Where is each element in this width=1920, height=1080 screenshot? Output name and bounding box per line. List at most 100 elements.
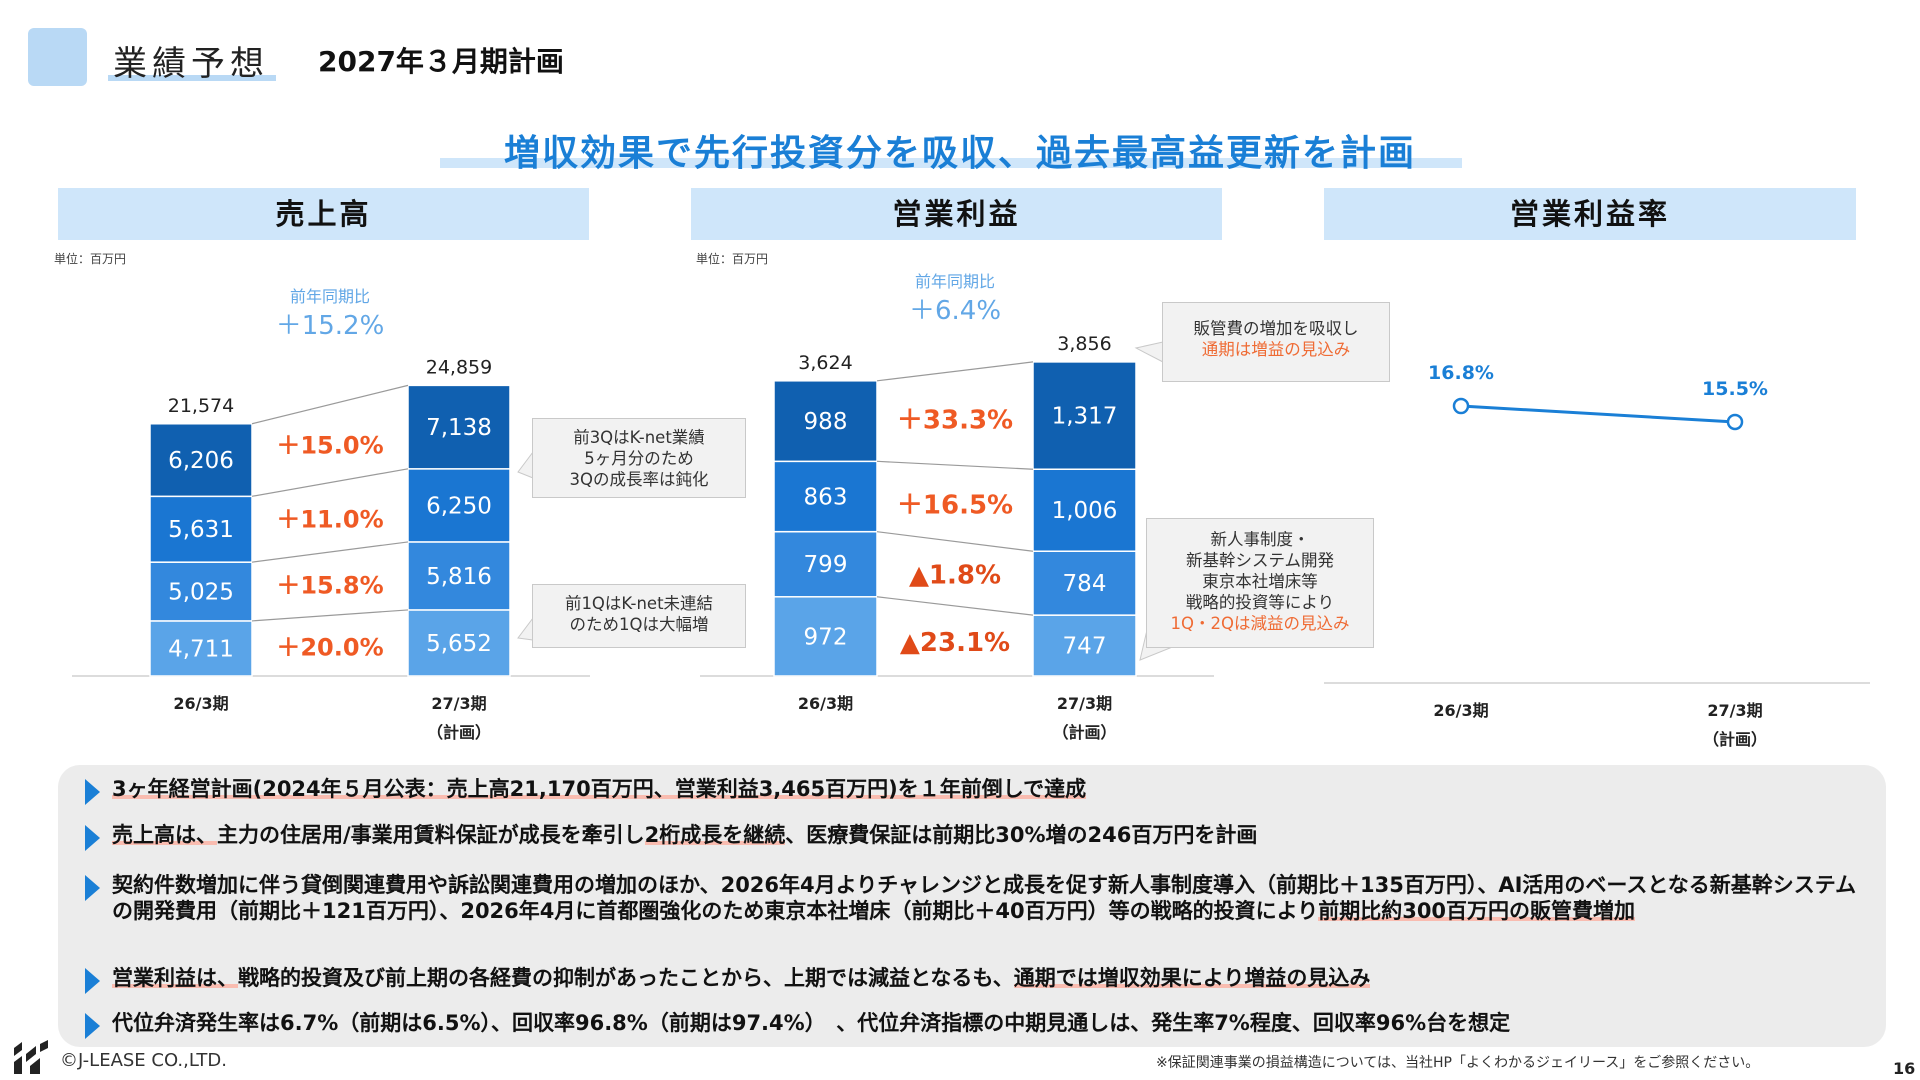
sales-bar-26/3期-3Q bbox=[149, 495, 253, 563]
bullet-item: 契約件数増加に伴う貸倒関連費用や訴訟関連費用の増加のほか、2026年4月よりチャ… bbox=[85, 872, 1875, 924]
section-title: 業績予想 bbox=[113, 44, 269, 84]
sales-bar-label: 5,631 bbox=[168, 517, 234, 543]
bullet-text-highlight: 2桁成長を継続 bbox=[644, 823, 786, 847]
op-bar-label: 1,317 bbox=[1052, 404, 1118, 430]
op-category-sublabel: （計画） bbox=[1052, 723, 1116, 742]
op-note-full-year: 販管費の増加を吸収し 通期は増益の見込み bbox=[1162, 302, 1390, 382]
bullet-text-highlight: 売上高は、 bbox=[112, 823, 217, 847]
note-line: 前1QはK-net未連結 bbox=[564, 594, 714, 613]
sales-bar-27/3期-3Q bbox=[407, 468, 511, 543]
op-bar-26/3期-2Q bbox=[773, 530, 878, 598]
bullet-text-segment: 代位弁済発生率は6.7%（前期は6.5%）、回収率96.8%（前期は97.4%）… bbox=[112, 1011, 1511, 1035]
note-line: 5ヶ月分のため bbox=[584, 449, 694, 468]
op-bar-label: 1,006 bbox=[1052, 498, 1118, 524]
bullet-text: 営業利益は、戦略的投資及び前上期の各経費の抑制があったことから、上期では減益とな… bbox=[112, 965, 1875, 991]
op-bar-label: 863 bbox=[804, 484, 848, 510]
bullet-text: 契約件数増加に伴う貸倒関連費用や訴訟関連費用の増加のほか、2026年4月よりチャ… bbox=[112, 872, 1875, 924]
sales-connector bbox=[251, 541, 409, 563]
note-line: 東京本社増床等 bbox=[1202, 572, 1318, 591]
footer-note: ※保証関連事業の損益構造については、当社HP「よくわかるジェイリース」をご参照く… bbox=[1156, 1055, 1760, 1071]
panel-head-sales: 売上高 bbox=[58, 188, 589, 240]
sales-connector bbox=[251, 384, 409, 425]
op-bar-27/3期-4Q bbox=[1032, 361, 1137, 470]
bullet-item: 代位弁済発生率は6.7%（前期は6.5%）、回収率96.8%（前期は97.4%）… bbox=[85, 1010, 1875, 1039]
op-change-label: ▲1.8% bbox=[909, 561, 1001, 591]
note-line: 新基幹システム開発 bbox=[1185, 551, 1334, 570]
op-note-investment: 新人事制度・ 新基幹システム開発 東京本社増床等 戦略的投資等により 1Q・2Q… bbox=[1146, 518, 1374, 648]
sales-bar-26/3期-2Q bbox=[149, 561, 253, 622]
bullet-item: 売上高は、主力の住居用/事業用賃料保証が成長を牽引し2桁成長を継続、医療費保証は… bbox=[85, 822, 1875, 851]
sales-bar-27/3期-4Q bbox=[407, 384, 511, 470]
op-change-label: ▲23.1% bbox=[900, 628, 1010, 658]
page-number: 16 bbox=[1893, 1059, 1916, 1078]
sales-bar-27/3期-2Q bbox=[407, 541, 511, 611]
bullet-text-segment: 主力の住居用/事業用賃料保証が成長を牽引し bbox=[217, 823, 645, 847]
sales-change-label: ＋11.0% bbox=[276, 505, 383, 533]
op-bar-label: 799 bbox=[804, 552, 848, 578]
op-bar-27/3期-2Q bbox=[1032, 550, 1137, 616]
note-line: 販管費の増加を吸収し bbox=[1193, 319, 1359, 338]
note-line: 3Qの成長率は鈍化 bbox=[569, 470, 709, 489]
bullet-text-highlight: 3ヶ年経営計画(2024年５月公表：売上高21,170百万円、営業利益3,465… bbox=[112, 777, 1087, 801]
note-line: のため1Qは大幅増 bbox=[569, 615, 709, 634]
margin-series-line bbox=[1460, 404, 1736, 424]
bullet-text-segment: 契約件数増加に伴う貸倒関連費用や訴訟関連費用の増加のほか、2026年4月よりチャ… bbox=[112, 873, 1857, 923]
bullet-item: 営業利益は、戦略的投資及び前上期の各経費の抑制があったことから、上期では減益とな… bbox=[85, 965, 1875, 994]
sales-bar-label: 5,816 bbox=[426, 564, 492, 590]
sales-bar-label: 5,652 bbox=[426, 631, 492, 657]
sales-bar-26/3期-4Q bbox=[149, 423, 253, 498]
sales-bar-label: 6,206 bbox=[168, 448, 234, 474]
op-connector bbox=[876, 596, 1034, 616]
op-bar-27/3期-1Q bbox=[1032, 614, 1137, 677]
op-change-label: ＋16.5% bbox=[897, 490, 1013, 520]
sales-bar-label: 4,711 bbox=[168, 636, 234, 662]
copyright: ©J-LEASE CO.,LTD. bbox=[60, 1050, 227, 1071]
section-title-underline bbox=[108, 75, 276, 81]
bullet-text: 売上高は、主力の住居用/事業用賃料保証が成長を牽引し2桁成長を継続、医療費保証は… bbox=[112, 822, 1875, 848]
bullet-text-segment: 戦略的投資及び前上期の各経費の抑制があったことから、上期では減益となるも、 bbox=[238, 966, 1014, 990]
sales-note-3q: 前3QはK-net業績 5ヶ月分のため 3Qの成長率は鈍化 bbox=[532, 418, 746, 498]
unit-label-op-income: 単位：百万円 bbox=[696, 252, 769, 266]
op-note-full-year-pointer bbox=[1134, 341, 1164, 363]
sales-category-label: 26/3期 bbox=[173, 694, 228, 713]
op-category-label: 26/3期 bbox=[798, 694, 853, 713]
sales-change-label: ＋20.0% bbox=[276, 634, 383, 662]
op-category-label: 27/3期 bbox=[1057, 694, 1112, 713]
margin-value-label: 15.5% bbox=[1702, 378, 1768, 400]
sales-note-1q: 前1QはK-net未連結 のため1Qは大幅増 bbox=[532, 584, 746, 648]
headline: 増収効果で先行投資分を吸収、過去最高益更新を計画 bbox=[503, 133, 1416, 174]
margin-point bbox=[1452, 397, 1470, 415]
note-line: 新人事制度・ bbox=[1210, 530, 1310, 549]
sales-note-1q-pointer bbox=[517, 616, 534, 641]
sales-category-label: 27/3期 bbox=[431, 694, 486, 713]
sales-bar-label: 7,138 bbox=[426, 415, 492, 441]
op-bar-27/3期-3Q bbox=[1032, 468, 1137, 552]
op-bar-label: 747 bbox=[1063, 634, 1107, 660]
bullet-triangle-icon bbox=[85, 1013, 100, 1039]
sales-total-label: 21,574 bbox=[168, 395, 234, 417]
op-bar-label: 972 bbox=[804, 624, 848, 650]
section-marker bbox=[28, 28, 87, 86]
note-line: 戦略的投資等により bbox=[1185, 593, 1335, 612]
sales-bar-27/3期-1Q bbox=[407, 609, 511, 677]
sales-yoy-label: 前年同期比 bbox=[290, 287, 370, 306]
sales-change-label: ＋15.0% bbox=[276, 432, 383, 460]
op-yoy-value: ＋6.4% bbox=[909, 296, 1001, 326]
op-total-label: 3,624 bbox=[798, 352, 852, 374]
op-bar-label: 784 bbox=[1063, 571, 1107, 597]
bullet-triangle-icon bbox=[85, 779, 100, 805]
bullet-triangle-icon bbox=[85, 875, 100, 901]
margin-value-label: 16.8% bbox=[1428, 362, 1494, 384]
panel-head-op-margin: 営業利益率 bbox=[1324, 188, 1856, 240]
company-logo bbox=[14, 1040, 48, 1074]
bullet-text-highlight: 前期比約300百万円の販管費増加 bbox=[1318, 899, 1636, 923]
bullet-triangle-icon bbox=[85, 968, 100, 994]
sales-category-sublabel: （計画） bbox=[427, 723, 491, 742]
op-connector bbox=[876, 460, 1034, 470]
sales-note-3q-pointer bbox=[517, 450, 534, 479]
margin-category-label: 27/3期 bbox=[1707, 701, 1762, 720]
bullet-item: 3ヶ年経営計画(2024年５月公表：売上高21,170百万円、営業利益3,465… bbox=[85, 776, 1875, 805]
headline-underline bbox=[440, 158, 1462, 168]
op-bar-26/3期-4Q bbox=[773, 380, 878, 463]
